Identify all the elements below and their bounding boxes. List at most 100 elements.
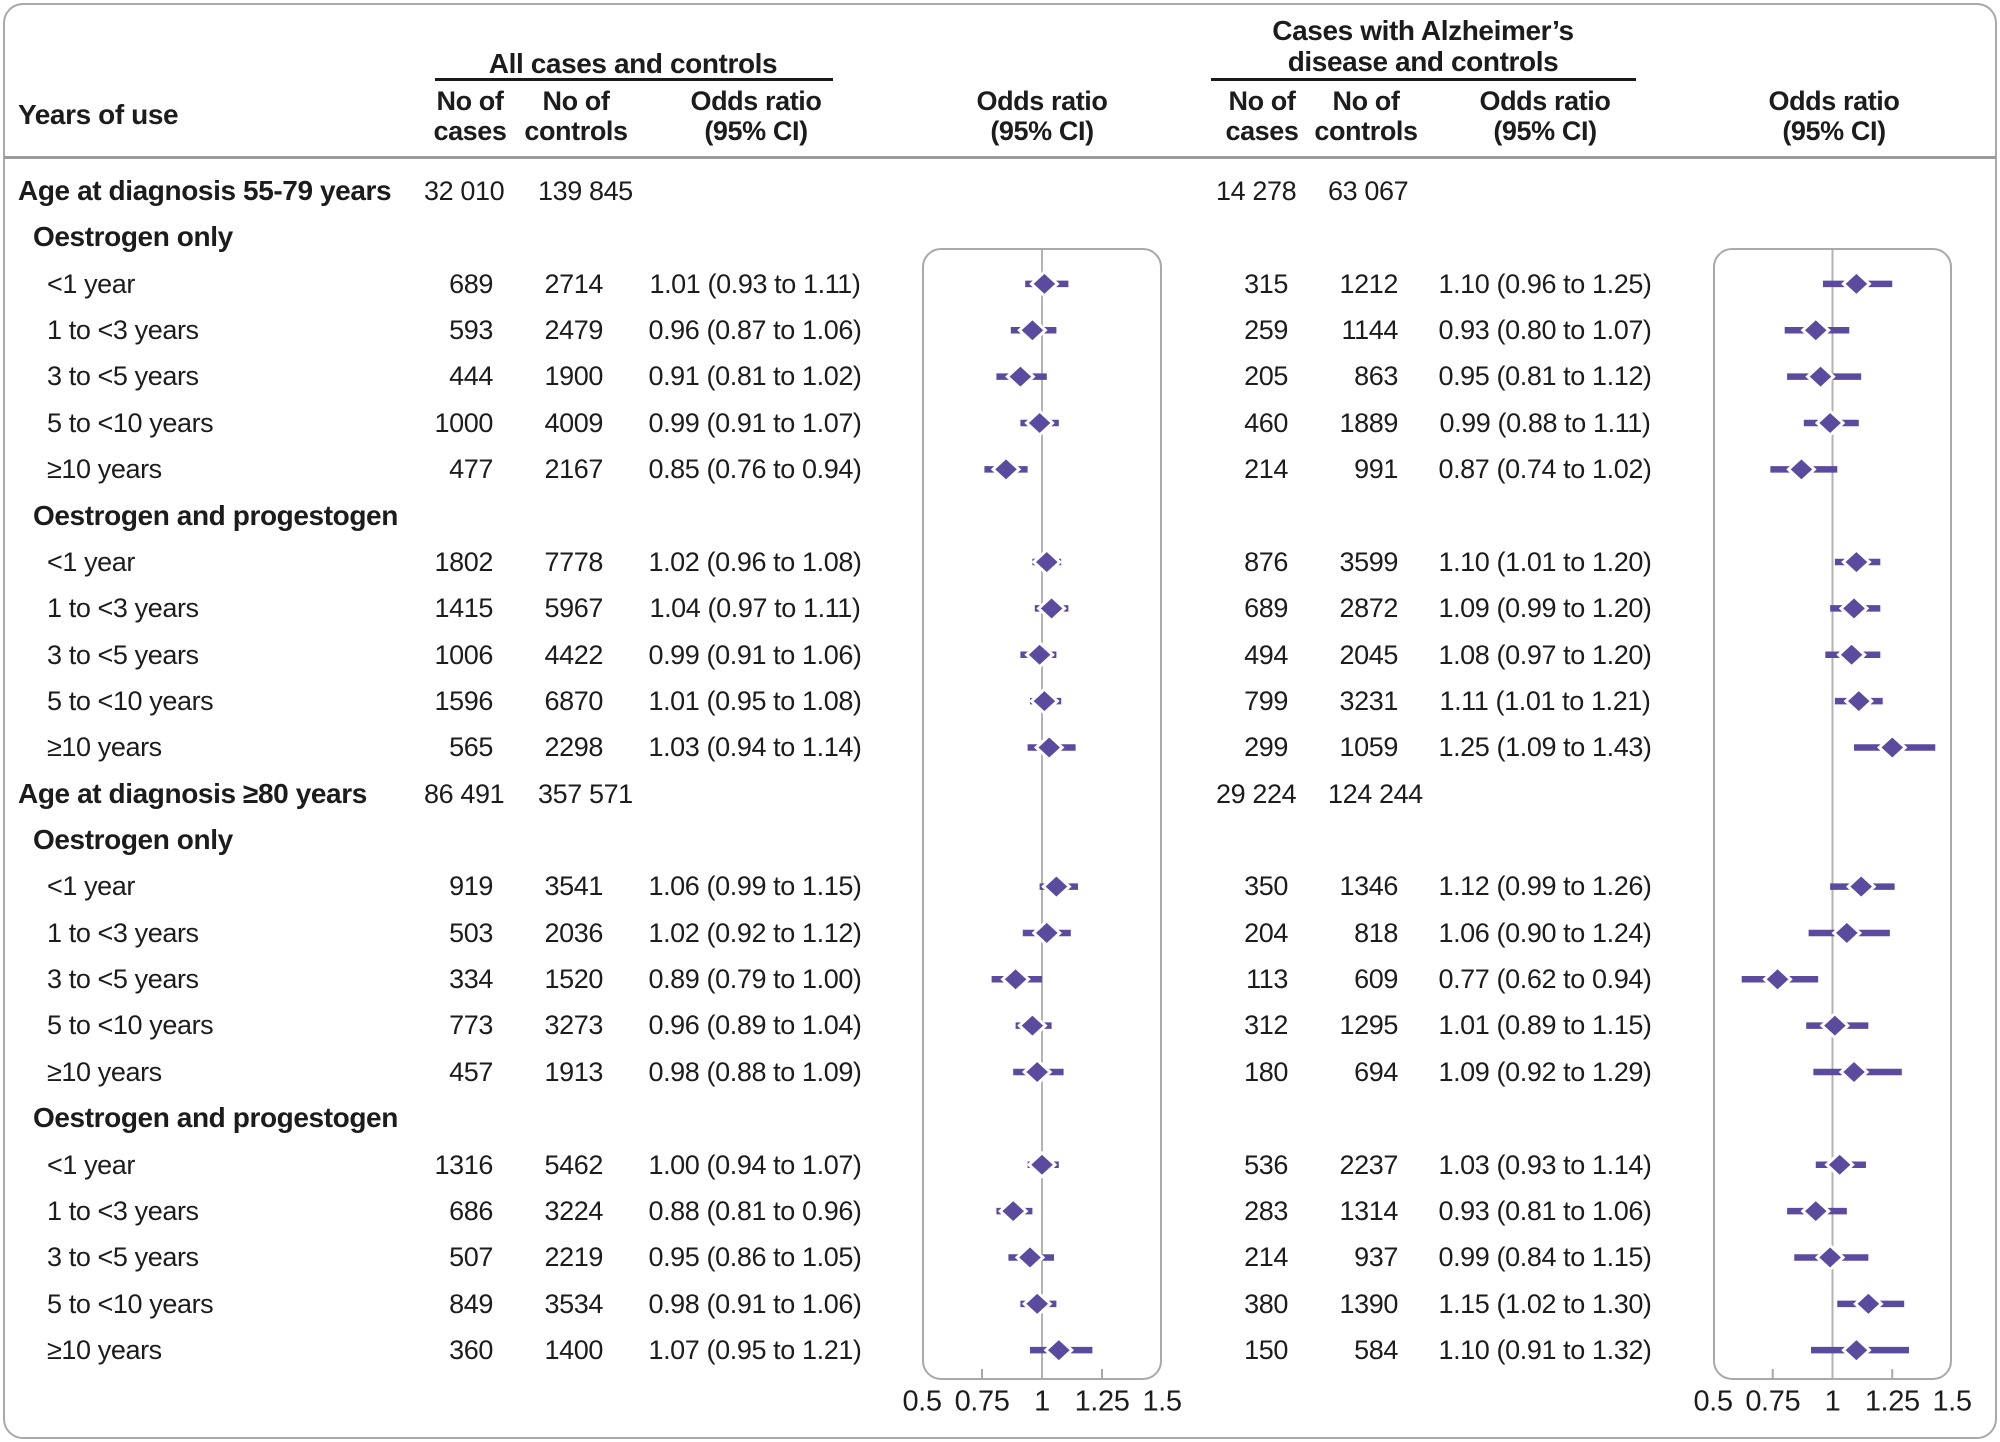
row-label: 3 to <5 years (47, 639, 199, 670)
cases-value: 86 491 (424, 778, 505, 809)
panel-title-all-cases: All cases and controls (488, 48, 778, 79)
controls-value: 1520 (544, 964, 604, 995)
or-ci-value: 1.06 (0.99 to 1.15) (648, 871, 862, 902)
or-diamond (1838, 1057, 1870, 1087)
or-ci-value: 0.96 (0.89 to 1.04) (648, 1010, 862, 1041)
figure-card (3, 3, 1997, 1439)
axis-tick-label: 1.5 (1932, 1385, 1972, 1418)
column-header-line: controls (1314, 116, 1418, 146)
controls-value: 2045 (1339, 639, 1399, 670)
or-diamond (1786, 455, 1817, 484)
controls-value: 2298 (544, 732, 604, 763)
or-diamond (1005, 362, 1036, 391)
item-row: 3 to <5 years 334 1520 0.89 (0.79 to 1.00) 1… (0, 956, 2000, 1002)
item-row: 1 to <3 years 503 2036 1.02 (0.92 to 1.12) 2… (0, 910, 2000, 956)
item-row: 5 to <10 years 1596 6870 1.01 (0.95 to 1.08… (0, 678, 2000, 724)
or-diamond (1043, 1336, 1075, 1365)
or-ci-value: 0.99 (0.91 to 1.07) (648, 407, 862, 438)
or-diamond (1836, 640, 1867, 669)
or-diamond (1838, 594, 1870, 623)
controls-value: 609 (1354, 964, 1398, 995)
or-diamond (1036, 594, 1067, 623)
cases-value: 204 (1244, 917, 1288, 948)
controls-value: 863 (1354, 361, 1398, 392)
or-ci-value: 1.01 (0.95 to 1.08) (648, 685, 862, 716)
or-diamond (1800, 316, 1831, 345)
plot-frame (1713, 248, 1952, 1380)
or-diamond (1762, 965, 1793, 994)
controls-value: 1059 (1339, 732, 1399, 763)
controls-value: 2479 (544, 315, 604, 346)
controls-value: 3231 (1339, 685, 1399, 716)
axis-tick-label: 1 (1824, 1385, 1841, 1418)
cases-value: 536 (1244, 1149, 1288, 1180)
or-diamond (1017, 316, 1048, 345)
item-row: ≥10 years 565 2298 1.03 (0.94 to 1.14) 299 10… (0, 724, 2000, 770)
row-label: 3 to <5 years (47, 1242, 199, 1273)
controls-value: 2714 (544, 268, 604, 299)
or-diamond (1831, 918, 1863, 947)
column-header-line: Odds ratio (690, 86, 822, 116)
controls-value: 1346 (1339, 871, 1399, 902)
or-ci-value: 0.95 (0.86 to 1.05) (648, 1242, 862, 1273)
or-ci-value: 1.02 (0.96 to 1.08) (648, 546, 862, 577)
years-of-use-header: Years of use (18, 99, 179, 130)
or-ci-value: 0.99 (0.91 to 1.06) (648, 639, 862, 670)
controls-value: 124 244 (1328, 778, 1423, 809)
or-ci-value: 1.07 (0.95 to 1.21) (648, 1334, 862, 1365)
item-row: 5 to <10 years 773 3273 0.96 (0.89 to 1.04)… (0, 1002, 2000, 1048)
or-diamond (1026, 1150, 1058, 1179)
controls-value: 3541 (544, 871, 604, 902)
or-ci-value: 0.89 (0.79 to 1.00) (648, 964, 862, 995)
cases-value: 1000 (434, 407, 494, 438)
row-label: 1 to <3 years (47, 315, 199, 346)
cases-value: 494 (1244, 639, 1288, 670)
or-ci-value: 1.10 (0.96 to 1.25) (1438, 268, 1652, 299)
panel-title-alzheimers-line1: Cases with Alzheimer’s (1272, 15, 1574, 46)
row-label: 1 to <3 years (47, 593, 199, 624)
controls-value: 818 (1354, 917, 1398, 948)
or-ci-value: 1.09 (0.92 to 1.29) (1438, 1056, 1652, 1087)
or-ci-value: 0.96 (0.87 to 1.06) (648, 315, 862, 346)
controls-value: 1212 (1339, 268, 1399, 299)
controls-value: 5462 (544, 1149, 604, 1180)
subgroup-row: Oestrogen only (0, 214, 2000, 260)
or-ci-value: 0.88 (0.81 to 0.96) (648, 1195, 862, 1226)
axis-tick-label: 0.5 (902, 1385, 942, 1418)
row-label: <1 year (47, 268, 136, 299)
row-label: 5 to <10 years (47, 407, 214, 438)
row-label: 3 to <5 years (47, 964, 199, 995)
cases-value: 460 (1244, 407, 1288, 438)
controls-value: 3599 (1339, 546, 1399, 577)
cases-value: 849 (449, 1288, 493, 1319)
item-row: <1 year 919 3541 1.06 (0.99 to 1.15) 350 1346… (0, 863, 2000, 909)
column-header-plot-odds-ratio-left: Odds ratio (95% CI) (976, 86, 1107, 146)
or-ci-value: 0.99 (0.88 to 1.11) (1439, 407, 1651, 438)
controls-value: 4009 (544, 407, 604, 438)
column-header-line: (95% CI) (704, 116, 808, 146)
column-header-line: No of (542, 86, 610, 116)
axis-tick-label: 1.25 (1074, 1385, 1130, 1418)
or-ci-value: 1.10 (0.91 to 1.32) (1438, 1334, 1652, 1365)
or-diamond (1824, 1150, 1855, 1179)
cases-value: 205 (1244, 361, 1288, 392)
column-header-cases-left: No of cases (433, 86, 506, 146)
section-row: Age at diagnosis ≥80 years 86 491 357 571 2… (0, 771, 2000, 817)
cases-value: 150 (1244, 1334, 1288, 1365)
controls-value: 3224 (544, 1195, 604, 1226)
item-row: ≥10 years 477 2167 0.85 (0.76 to 0.94) 214 99… (0, 446, 2000, 492)
column-header-plot-odds-ratio-right: Odds ratio (95% CI) (1768, 86, 1899, 146)
cases-value: 1596 (434, 685, 494, 716)
row-label: 5 to <10 years (47, 1288, 214, 1319)
or-ci-value: 1.08 (0.97 to 1.20) (1438, 639, 1652, 670)
column-header-line: (95% CI) (1782, 116, 1886, 146)
header-divider-rule (4, 156, 1996, 159)
cases-value: 1415 (434, 593, 494, 624)
column-header-controls-left: No of controls (524, 86, 628, 146)
cases-value: 283 (1244, 1195, 1288, 1226)
controls-value: 1400 (544, 1334, 604, 1365)
row-label: 5 to <10 years (47, 1010, 214, 1041)
controls-value: 139 845 (538, 176, 633, 206)
cases-value: 919 (449, 871, 493, 902)
controls-value: 3273 (544, 1010, 604, 1041)
